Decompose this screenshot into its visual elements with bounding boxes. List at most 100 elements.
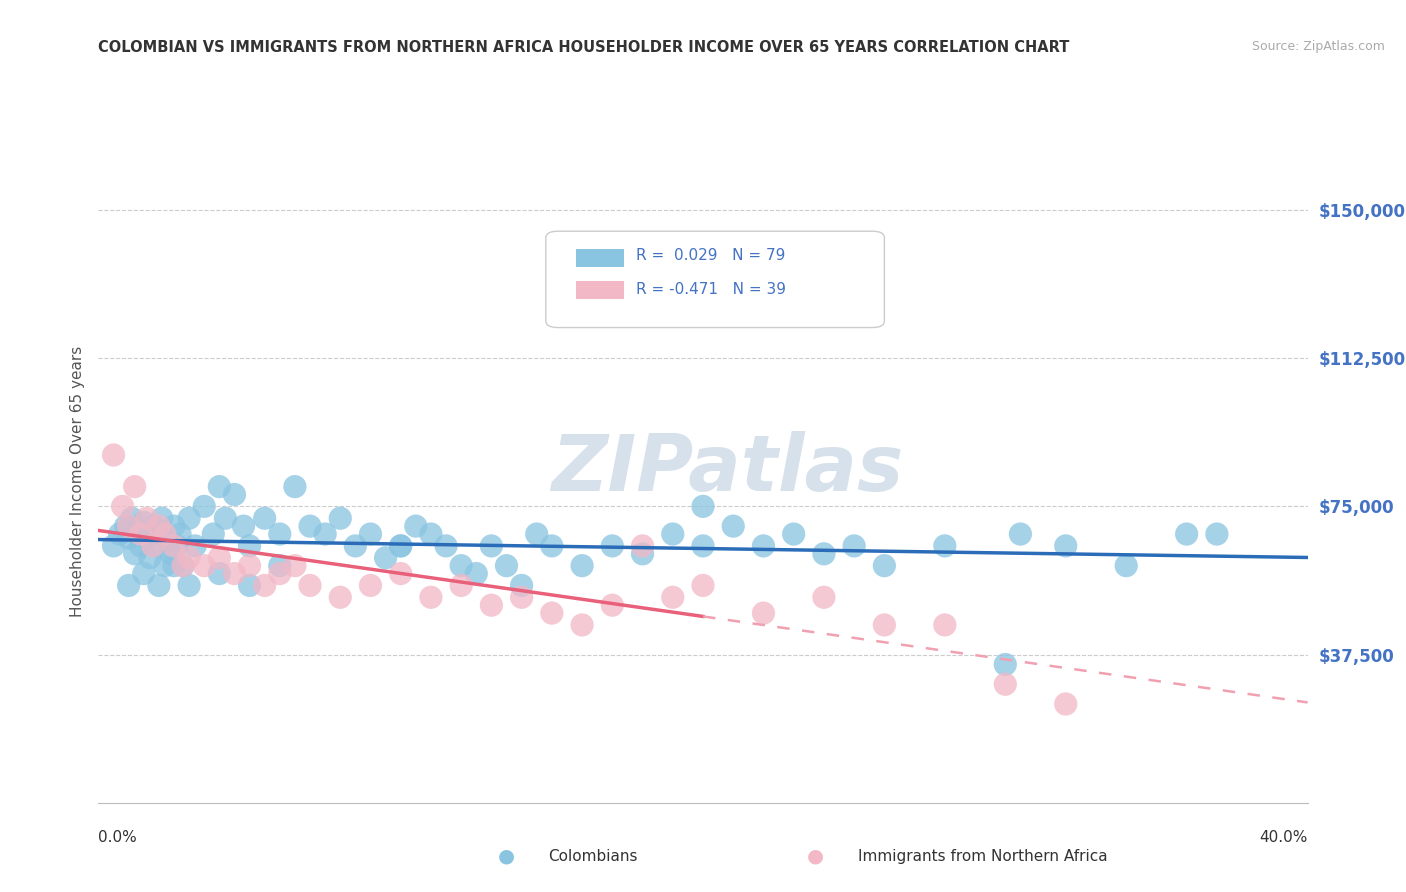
- Point: [269, 527, 291, 541]
- Point: [111, 500, 134, 514]
- Point: [495, 558, 517, 573]
- Point: [239, 558, 262, 573]
- Point: [405, 519, 427, 533]
- Point: [179, 578, 201, 592]
- Point: [239, 578, 262, 592]
- Point: [329, 511, 352, 525]
- Point: [142, 519, 165, 533]
- Point: [752, 539, 775, 553]
- Point: [202, 527, 225, 541]
- Point: [540, 539, 562, 553]
- Text: Colombians: Colombians: [548, 849, 638, 863]
- Point: [269, 566, 291, 581]
- Point: [135, 531, 157, 545]
- Point: [118, 578, 141, 592]
- Point: [148, 578, 170, 592]
- Point: [179, 511, 201, 525]
- Point: [782, 527, 804, 541]
- Point: [114, 519, 136, 533]
- Text: 0.0%: 0.0%: [98, 830, 138, 845]
- Point: [118, 519, 141, 533]
- Point: [450, 558, 472, 573]
- Point: [540, 606, 562, 620]
- Point: [360, 527, 382, 541]
- Text: Source: ZipAtlas.com: Source: ZipAtlas.com: [1251, 40, 1385, 54]
- Point: [163, 519, 186, 533]
- Text: ●: ●: [807, 847, 824, 866]
- Point: [510, 578, 533, 592]
- Point: [208, 566, 231, 581]
- Point: [172, 558, 194, 573]
- Point: [193, 500, 215, 514]
- Point: [153, 558, 176, 573]
- Text: R = -0.471   N = 39: R = -0.471 N = 39: [637, 282, 786, 296]
- Point: [844, 539, 866, 553]
- Point: [103, 539, 125, 553]
- Text: Immigrants from Northern Africa: Immigrants from Northern Africa: [858, 849, 1108, 863]
- Point: [224, 487, 246, 501]
- Text: COLOMBIAN VS IMMIGRANTS FROM NORTHERN AFRICA HOUSEHOLDER INCOME OVER 65 YEARS CO: COLOMBIAN VS IMMIGRANTS FROM NORTHERN AF…: [98, 40, 1070, 55]
- Point: [389, 539, 412, 553]
- Point: [571, 618, 593, 632]
- Point: [299, 578, 322, 592]
- Point: [1175, 527, 1198, 541]
- Point: [1054, 539, 1077, 553]
- Point: [299, 519, 322, 533]
- Point: [208, 480, 231, 494]
- Point: [269, 558, 291, 573]
- Point: [148, 519, 170, 533]
- Point: [150, 511, 173, 525]
- Point: [692, 578, 714, 592]
- Point: [314, 527, 336, 541]
- Point: [420, 591, 443, 605]
- Point: [193, 558, 215, 573]
- Point: [344, 539, 367, 553]
- Point: [481, 539, 503, 553]
- Point: [602, 598, 624, 612]
- Point: [172, 558, 194, 573]
- Point: [108, 527, 131, 541]
- Point: [631, 539, 654, 553]
- Point: [1115, 558, 1137, 573]
- Point: [284, 558, 307, 573]
- Point: [661, 591, 683, 605]
- Point: [166, 539, 188, 553]
- Point: [284, 480, 307, 494]
- Point: [631, 547, 654, 561]
- Point: [434, 539, 457, 553]
- Point: [873, 618, 896, 632]
- Point: [813, 591, 835, 605]
- Point: [132, 566, 155, 581]
- Point: [813, 547, 835, 561]
- Point: [118, 531, 141, 545]
- Point: [129, 539, 152, 553]
- Point: [253, 511, 276, 525]
- Point: [208, 550, 231, 565]
- Point: [692, 500, 714, 514]
- Point: [184, 539, 207, 553]
- Point: [934, 539, 956, 553]
- Point: [224, 566, 246, 581]
- Point: [156, 535, 179, 549]
- Point: [135, 511, 157, 525]
- Point: [510, 591, 533, 605]
- Text: 40.0%: 40.0%: [1260, 830, 1308, 845]
- Point: [169, 527, 191, 541]
- Point: [994, 657, 1017, 672]
- Point: [389, 566, 412, 581]
- Bar: [576, 281, 624, 299]
- Point: [132, 515, 155, 529]
- Point: [1206, 527, 1229, 541]
- Point: [103, 448, 125, 462]
- Point: [139, 550, 162, 565]
- Point: [1054, 697, 1077, 711]
- Point: [602, 539, 624, 553]
- Point: [374, 550, 396, 565]
- Point: [127, 523, 149, 537]
- Bar: [576, 249, 624, 267]
- Point: [465, 566, 488, 581]
- Point: [692, 539, 714, 553]
- Point: [329, 591, 352, 605]
- Point: [124, 480, 146, 494]
- FancyBboxPatch shape: [546, 231, 884, 327]
